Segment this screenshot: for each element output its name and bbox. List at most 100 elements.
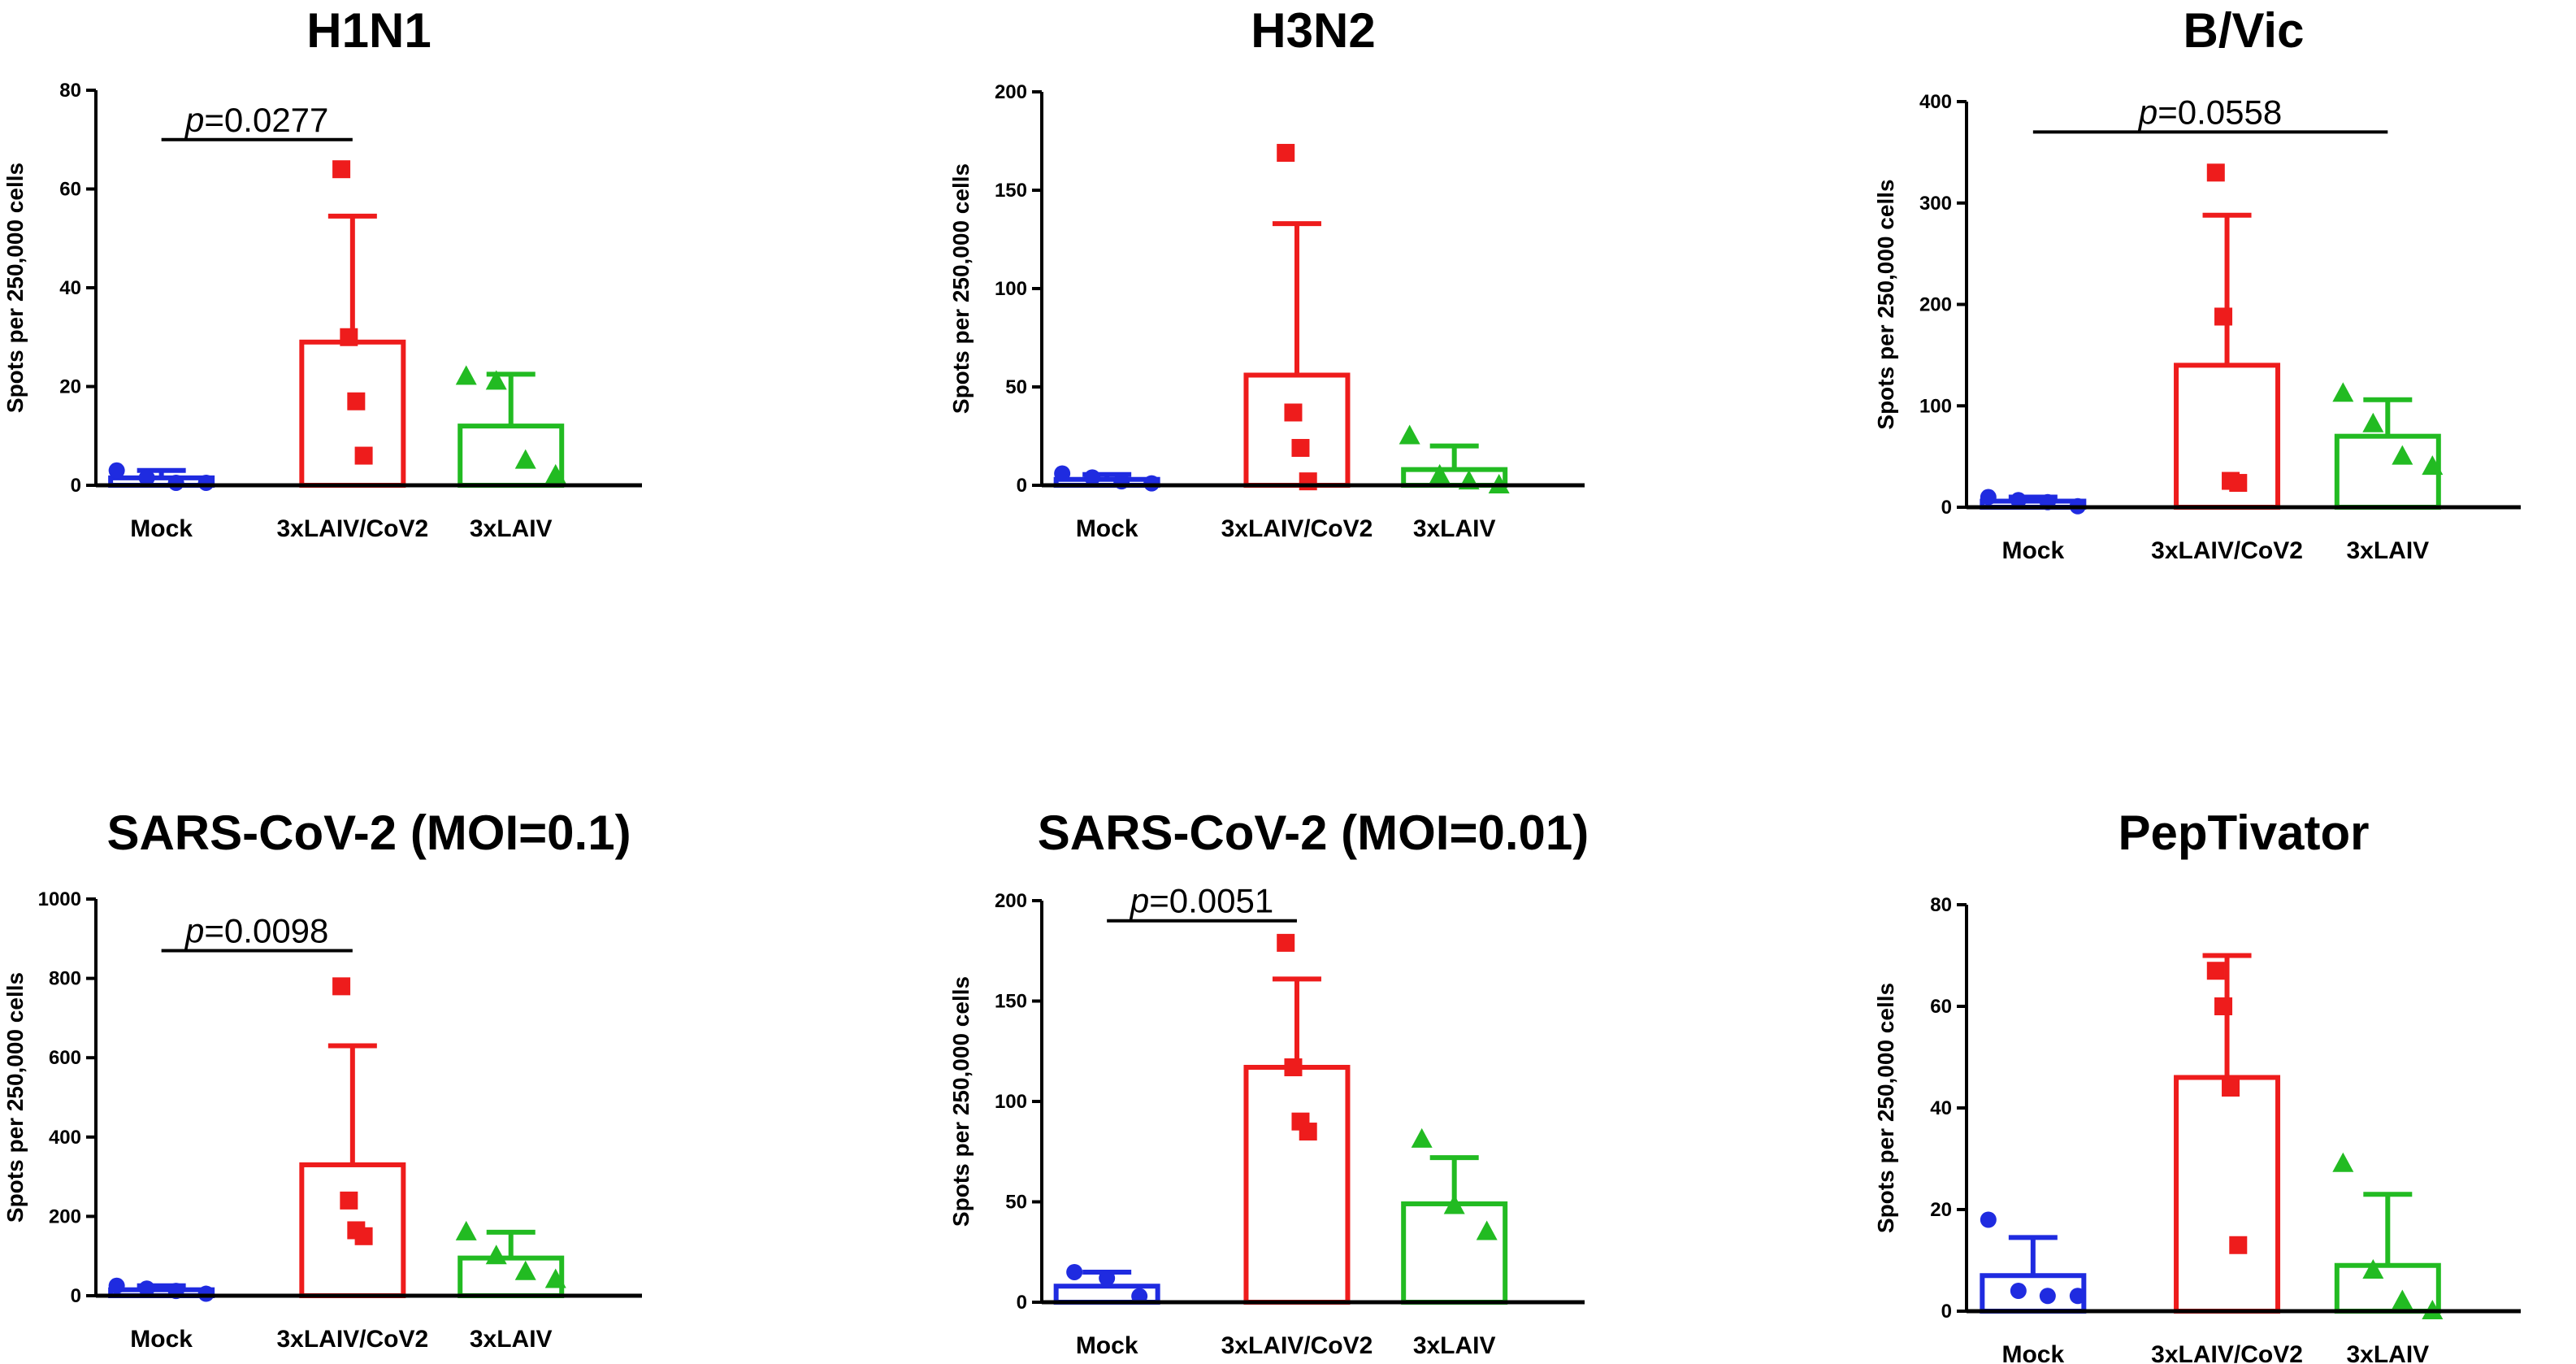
y-tick-label: 600 — [49, 1047, 81, 1069]
bar-3xlaiv-cov2 — [1243, 1065, 1351, 1305]
bar-3xlaiv-cov2 — [1243, 372, 1351, 489]
x-category-label: 3xLAIV/CoV2 — [276, 1326, 428, 1353]
data-point — [340, 1191, 358, 1210]
bar-mock — [1980, 1273, 2087, 1314]
data-point — [1277, 144, 1295, 163]
x-category-label: 3xLAIV/CoV2 — [1221, 1332, 1373, 1359]
p-value-label: p=0.0558 — [2137, 93, 2282, 131]
data-point — [138, 469, 155, 486]
data-point — [2214, 307, 2233, 326]
panel-2: H3N2 Spots per 250,000 cells 0 50 100 150 200 M… — [948, 3, 1585, 542]
data-point — [1099, 1270, 1116, 1287]
data-point — [2332, 1152, 2354, 1172]
chart-title: H1N1 — [306, 3, 431, 58]
data-point — [485, 1245, 507, 1265]
data-point — [2362, 1259, 2384, 1279]
y-tick-label: 200 — [995, 890, 1027, 912]
bar-3xlaiv — [1401, 1201, 1508, 1305]
y-tick-label: 20 — [1930, 1199, 1952, 1221]
bar-3xlaiv — [458, 424, 565, 488]
data-point — [354, 446, 373, 465]
y-tick-label: 400 — [49, 1127, 81, 1149]
x-category-label: 3xLAIV — [1413, 1332, 1496, 1359]
data-point — [485, 370, 507, 390]
data-point — [354, 1227, 373, 1245]
data-point — [1054, 465, 1071, 482]
data-point — [544, 463, 566, 484]
chart-title: SARS-CoV-2 (MOI=0.1) — [106, 806, 631, 860]
data-point — [340, 328, 358, 346]
panel-3: B/Vic Spots per 250,000 cells 0 100 200 300 40… — [1873, 3, 2521, 564]
y-tick-label: 60 — [1930, 996, 1952, 1018]
y-tick-label: 400 — [1919, 91, 1952, 113]
data-point — [108, 462, 125, 479]
y-tick-label: 40 — [1930, 1097, 1952, 1119]
data-point — [2206, 962, 2225, 980]
y-tick-label: 50 — [1005, 1192, 1027, 1214]
bar-3xlaiv — [2334, 433, 2441, 510]
y-tick-label: 0 — [71, 1285, 81, 1307]
y-tick-label: 200 — [49, 1205, 81, 1227]
data-point — [2069, 1288, 2086, 1305]
data-point — [544, 1268, 566, 1288]
x-category-label: 3xLAIV — [470, 515, 553, 542]
data-point — [2222, 1079, 2240, 1097]
y-tick-label: 100 — [1919, 395, 1952, 417]
data-point — [1980, 1211, 1997, 1228]
data-point — [1443, 1194, 1465, 1214]
data-point — [332, 160, 351, 179]
data-point — [1429, 463, 1451, 484]
data-point — [347, 392, 366, 411]
data-point — [2229, 1236, 2248, 1254]
y-axis-label: Spots per 250,000 cells — [948, 163, 974, 414]
y-tick-label: 0 — [71, 475, 81, 497]
y-tick-label: 100 — [995, 1091, 1027, 1113]
y-tick-label: 50 — [1005, 376, 1027, 398]
bar-3xlaiv-cov2 — [299, 339, 406, 489]
x-category-label: 3xLAIV/CoV2 — [1221, 515, 1373, 542]
x-category-label: 3xLAIV/CoV2 — [276, 515, 428, 542]
data-point — [1980, 489, 1997, 506]
y-tick-label: 20 — [59, 376, 81, 398]
y-axis-label: Spots per 250,000 cells — [948, 976, 974, 1227]
x-category-label: Mock — [1076, 515, 1138, 542]
data-point — [1277, 933, 1295, 952]
y-tick-label: 200 — [995, 81, 1027, 103]
data-point — [2392, 1289, 2413, 1310]
y-tick-label: 0 — [1941, 1301, 1952, 1323]
x-category-label: Mock — [1076, 1332, 1138, 1359]
data-point — [1284, 1058, 1303, 1077]
data-point — [138, 1280, 155, 1297]
x-category-label: Mock — [2001, 1341, 2064, 1364]
x-category-label: 3xLAIV — [470, 1326, 553, 1353]
data-point — [1411, 1127, 1433, 1148]
y-tick-label: 0 — [1941, 497, 1952, 519]
data-point — [2214, 997, 2233, 1015]
y-tick-label: 800 — [49, 968, 81, 990]
data-point — [2206, 163, 2225, 182]
data-point — [2010, 1283, 2027, 1299]
chart-title: H3N2 — [1251, 3, 1375, 58]
chart-title: B/Vic — [2184, 3, 2305, 58]
x-category-label: 3xLAIV — [1413, 515, 1496, 542]
y-tick-label: 100 — [995, 278, 1027, 300]
y-tick-label: 80 — [1930, 894, 1952, 916]
y-tick-label: 300 — [1919, 193, 1952, 215]
p-value-label: p=0.0277 — [184, 101, 328, 139]
data-point — [1291, 439, 1310, 458]
y-tick-label: 0 — [1017, 475, 1027, 497]
y-tick-label: 150 — [995, 180, 1027, 202]
y-tick-label: 80 — [59, 80, 81, 102]
data-point — [167, 474, 184, 491]
data-point — [2332, 382, 2354, 402]
y-axis-label: Spots per 250,000 cells — [1873, 179, 1898, 429]
data-point — [1476, 1220, 1498, 1240]
data-point — [1299, 472, 1317, 491]
data-point — [2039, 1288, 2056, 1305]
bar-3xlaiv-cov2 — [2174, 1075, 2281, 1314]
data-point — [2422, 455, 2444, 476]
y-axis-label: Spots per 250,000 cells — [1873, 983, 1898, 1233]
data-point — [1066, 1263, 1083, 1280]
data-point — [514, 1260, 536, 1280]
data-point — [455, 365, 477, 385]
